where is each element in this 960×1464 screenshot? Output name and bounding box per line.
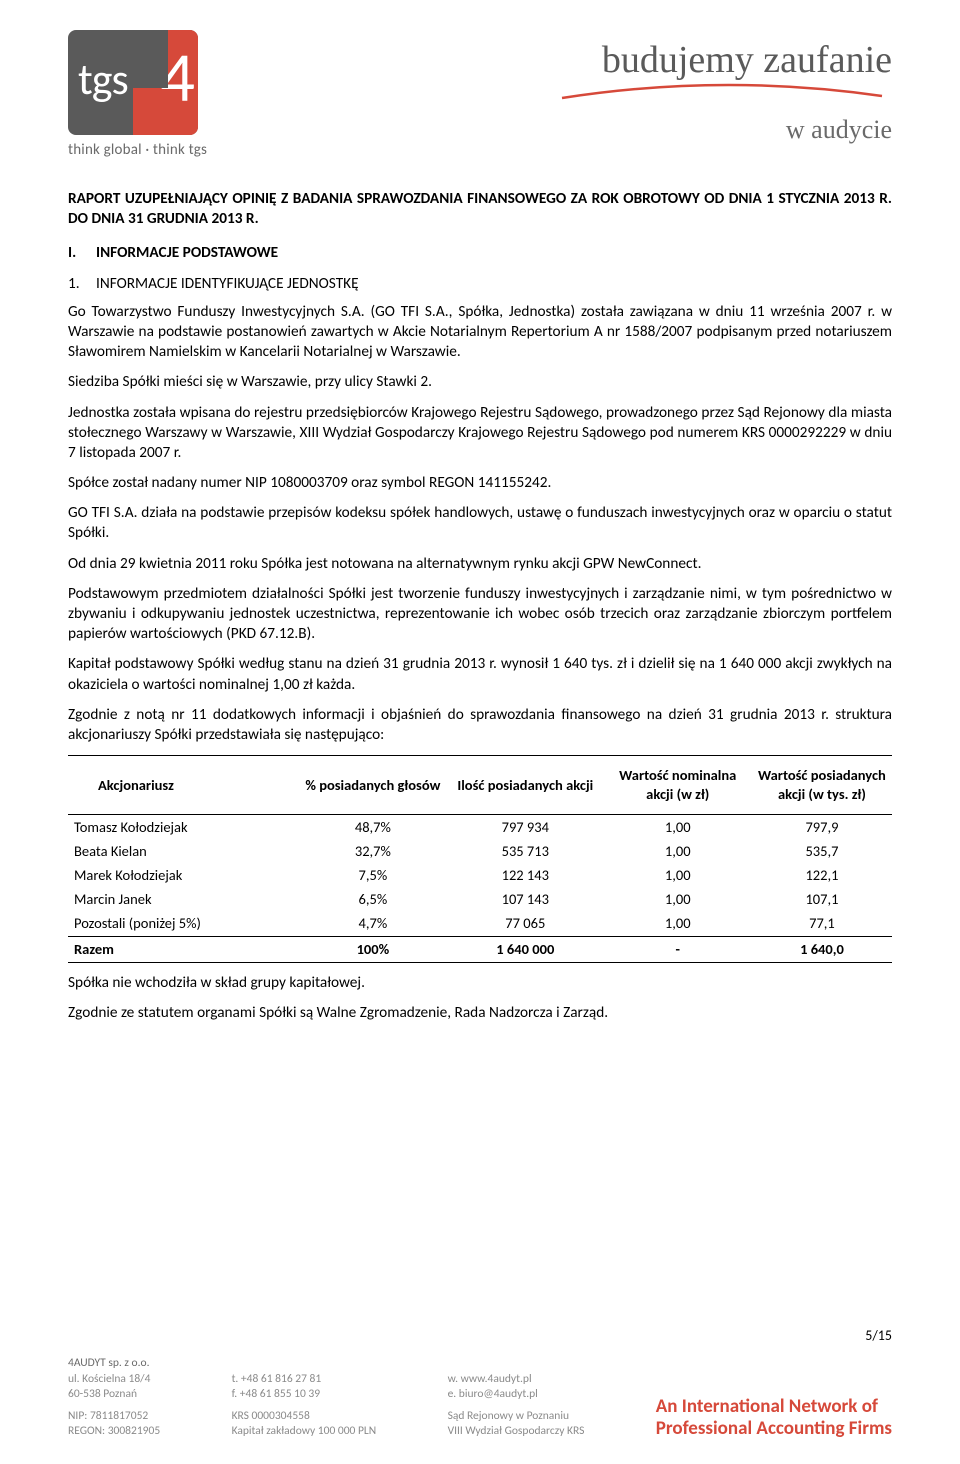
table-cell: 107,1 [752, 888, 892, 912]
paragraph: Go Towarzystwo Funduszy Inwestycyjnych S… [68, 302, 892, 363]
footer-nip: NIP: 7811817052 [68, 1409, 160, 1425]
logo-digit: 4 [160, 34, 195, 120]
report-title: RAPORT UZUPEŁNIAJĄCY OPINIĘ Z BADANIA SP… [68, 189, 892, 229]
table-cell: 1,00 [604, 815, 752, 840]
shareholders-table: Akcjonariusz % posiadanych głosów Ilość … [68, 755, 892, 963]
section-label: INFORMACJE PODSTAWOWE [96, 243, 278, 263]
table-cell: 32,7% [299, 840, 447, 864]
page-number: 5/15 [865, 1327, 892, 1344]
paragraph: Podstawowym przedmiotem działalności Spó… [68, 584, 892, 645]
table-cell: 77,1 [752, 912, 892, 937]
table-row: Beata Kielan32,7%535 7131,00535,7 [68, 840, 892, 864]
table-cell: 107 143 [447, 888, 604, 912]
table-cell: - [604, 937, 752, 963]
table-cell: 122 143 [447, 864, 604, 888]
table-cell: Tomasz Kołodziejak [68, 815, 299, 840]
table-cell: 4,7% [299, 912, 447, 937]
header-sub-slogan: w audycie [552, 115, 892, 145]
page-footer: 4AUDYT sp. z o.o. ul. Kościelna 18/4 60-… [68, 1356, 892, 1440]
table-cell: 48,7% [299, 815, 447, 840]
table-body: Tomasz Kołodziejak48,7%797 9341,00797,9B… [68, 815, 892, 963]
table-cell: 7,5% [299, 864, 447, 888]
footer-addr2: 60-538 Poznań [68, 1387, 160, 1403]
table-row: Marcin Janek6,5%107 1431,00107,1 [68, 888, 892, 912]
table-header: Akcjonariusz [68, 756, 299, 815]
header-slogan: budujemy zaufanie [552, 38, 892, 82]
paragraph: Spółka nie wchodziła w skład grupy kapit… [68, 973, 892, 993]
footer-network: An International Network of Professional… [656, 1396, 892, 1440]
footer-network-line1: An International Network of [656, 1396, 892, 1418]
section-heading: I. INFORMACJE PODSTAWOWE [68, 243, 892, 263]
paragraph: Jednostka została wpisana do rejestru pr… [68, 403, 892, 464]
swoosh-icon [552, 78, 892, 108]
table-cell: 1,00 [604, 912, 752, 937]
table-cell: Razem [68, 937, 299, 963]
table-cell: Pozostali (poniżej 5%) [68, 912, 299, 937]
paragraph: Od dnia 29 kwietnia 2011 roku Spółka jes… [68, 554, 892, 574]
section-number: I. [68, 243, 96, 263]
header-right: budujemy zaufanie w audycie [552, 30, 892, 145]
footer-addr1: ul. Kościelna 18/4 [68, 1372, 160, 1388]
paragraph: Spółce został nadany numer NIP 108000370… [68, 473, 892, 493]
table-cell: 797,9 [752, 815, 892, 840]
footer-email: e. biuro@4audyt.pl [448, 1387, 585, 1403]
table-cell: 797 934 [447, 815, 604, 840]
table-cell: 1 640,0 [752, 937, 892, 963]
paragraph: GO TFI S.A. działa na podstawie przepisó… [68, 503, 892, 543]
table-cell: 122,1 [752, 864, 892, 888]
table-row: Tomasz Kołodziejak48,7%797 9341,00797,9 [68, 815, 892, 840]
logo-tagline: think global · think tgs [68, 141, 207, 159]
footer-col-contact: t. +48 61 816 27 81 f. +48 61 855 10 39 … [232, 1372, 377, 1440]
paragraph: Zgodnie ze statutem organami Spółki są W… [68, 1003, 892, 1023]
table-total-row: Razem100%1 640 000-1 640,0 [68, 937, 892, 963]
table-cell: 535 713 [447, 840, 604, 864]
table-cell: Marcin Janek [68, 888, 299, 912]
table-header: Wartość posiadanych akcji (w tys. zł) [752, 756, 892, 815]
table-header: Ilość posiadanych akcji [447, 756, 604, 815]
table-header: Wartość nominalna akcji (w zł) [604, 756, 752, 815]
table-cell: 6,5% [299, 888, 447, 912]
table-cell: 1 640 000 [447, 937, 604, 963]
paragraph: Zgodnie z notą nr 11 dodatkowych informa… [68, 705, 892, 745]
subsection-label: INFORMACJE IDENTYFIKUJĄCE JEDNOSTKĘ [96, 274, 359, 294]
footer-regon: REGON: 300821905 [68, 1424, 160, 1440]
footer-sad: Sąd Rejonowy w Poznaniu [448, 1409, 585, 1425]
table-cell: 1,00 [604, 840, 752, 864]
table-cell: 77 065 [447, 912, 604, 937]
footer-krs: KRS 0000304558 [232, 1409, 377, 1425]
footer-tel: t. +48 61 816 27 81 [232, 1372, 377, 1388]
logo-text: tgs [78, 52, 128, 106]
footer-kapital: Kapitał zakładowy 100 000 PLN [232, 1424, 377, 1440]
table-cell: 100% [299, 937, 447, 963]
logo-accent: 4 [133, 30, 198, 135]
footer-col-address: 4AUDYT sp. z o.o. ul. Kościelna 18/4 60-… [68, 1356, 160, 1440]
table-row: Pozostali (poniżej 5%)4,7%77 0651,0077,1 [68, 912, 892, 937]
logo-icon: tgs 4 [68, 30, 198, 135]
footer-web: w. www.4audyt.pl [448, 1372, 585, 1388]
table-row: Marek Kołodziejak7,5%122 1431,00122,1 [68, 864, 892, 888]
table-cell: 1,00 [604, 864, 752, 888]
footer-wydzial: VIII Wydział Gospodarczy KRS [448, 1424, 585, 1440]
table-cell: 1,00 [604, 888, 752, 912]
paragraph: Kapitał podstawowy Spółki według stanu n… [68, 654, 892, 694]
footer-col-web: w. www.4audyt.pl e. biuro@4audyt.pl Sąd … [448, 1372, 585, 1440]
footer-network-line2: Professional Accounting Firms [656, 1418, 892, 1440]
table-header: % posiadanych głosów [299, 756, 447, 815]
footer-company: 4AUDYT sp. z o.o. [68, 1356, 160, 1372]
table-cell: Marek Kołodziejak [68, 864, 299, 888]
table-cell: 535,7 [752, 840, 892, 864]
content: RAPORT UZUPEŁNIAJĄCY OPINIĘ Z BADANIA SP… [68, 189, 892, 1024]
footer-fax: f. +48 61 855 10 39 [232, 1387, 377, 1403]
paragraph: Siedziba Spółki mieści się w Warszawie, … [68, 372, 892, 392]
logo-block: tgs 4 think global · think tgs [68, 30, 207, 159]
table-cell: Beata Kielan [68, 840, 299, 864]
page-header: tgs 4 think global · think tgs budujemy … [68, 30, 892, 159]
table-header-row: Akcjonariusz % posiadanych głosów Ilość … [68, 756, 892, 815]
subsection-number: 1. [68, 274, 96, 294]
subsection-heading: 1. INFORMACJE IDENTYFIKUJĄCE JEDNOSTKĘ [68, 274, 892, 294]
